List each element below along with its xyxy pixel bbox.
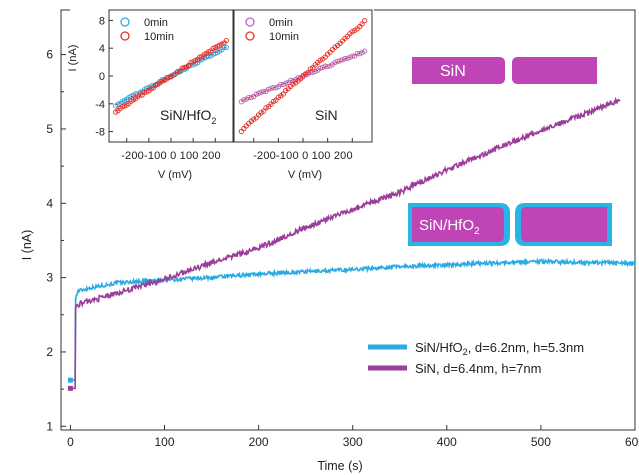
inset-legend-marker — [120, 17, 130, 27]
series-line-sin — [70, 96, 621, 390]
main-x-axis-label: Time (s) — [317, 459, 362, 473]
main-y-axis-label: I (nA) — [20, 230, 34, 261]
inset-data-point — [265, 86, 272, 92]
inset-x-tick-labels: -200-100 0 100 200 — [121, 150, 221, 162]
inset-data-point — [273, 85, 279, 91]
inset-legend-marker — [245, 17, 255, 27]
inset-legend-label: 0min — [144, 17, 168, 29]
inset-data-point — [268, 85, 274, 92]
inset2-material-label: SiN — [315, 107, 338, 123]
inset-data-point — [307, 66, 314, 72]
inset-data-point — [258, 89, 264, 95]
y-tick-label: 5 — [46, 122, 53, 136]
coated-pore-label: SiN/HfO2 — [419, 217, 480, 237]
inset2-frame — [233, 9, 373, 143]
series-start-marker — [67, 385, 73, 391]
inset1-background — [70, 8, 233, 155]
inset-y-tick-label: -4 — [95, 99, 105, 111]
inset-data-point — [223, 44, 230, 51]
sin-pore-schematic: SiN — [412, 57, 597, 84]
inset-legend-marker — [120, 31, 130, 41]
inset-data-point — [359, 21, 365, 27]
inset-y-tick-label: 8 — [99, 15, 105, 27]
inset2-plot: -200-100 0 100 200 0min 10min — [238, 17, 368, 162]
x-tick-label: 600 — [625, 435, 639, 449]
inset1-x-axis-label: V (mV) — [158, 169, 192, 181]
y-tick-label: 1 — [46, 419, 53, 433]
inset-data-point — [342, 56, 348, 62]
inset-y-tick-label: -8 — [95, 127, 105, 139]
inset-legend-label: 10min — [144, 31, 174, 43]
inset1-y-axis-label: I (nA) — [67, 45, 79, 72]
x-tick-label: 500 — [531, 435, 551, 449]
inset-data-point — [349, 53, 355, 59]
inset1-frame — [108, 9, 234, 143]
inset-data-point — [246, 94, 252, 101]
inset-data-point — [270, 84, 277, 91]
inset-data-point — [223, 37, 230, 44]
legend-label-sin-hfo2: SiN/HfO2, d=6.2nm, h=5.3nm — [415, 340, 584, 357]
y-tick-label: 3 — [46, 271, 53, 285]
main-series-group — [67, 96, 636, 391]
inset-data-point — [339, 57, 346, 63]
inset-legend-label: 0min — [269, 17, 293, 29]
coated-pore-right-core — [521, 207, 607, 242]
sin-pore-right-block — [512, 57, 597, 84]
inset-data-point — [347, 54, 353, 60]
sin-pore-left-block — [412, 57, 505, 84]
inset-fit-line — [241, 50, 365, 102]
inset-fit-line — [115, 40, 227, 112]
coated-pore-left-core — [412, 207, 504, 242]
inset-x-tick-labels: -200-100 0 100 200 — [253, 150, 353, 162]
main-axes: 0 100 200 300 400 500 600 1 2 3 4 5 6 — [46, 48, 639, 449]
inset-data-point — [317, 65, 323, 71]
inset-data-point — [297, 76, 304, 82]
inset-data-point — [278, 81, 284, 88]
inset1-plot: -8 -4 0 4 8 -200-100 0 100 200 0min 10min — [95, 15, 230, 162]
x-tick-label: 200 — [249, 435, 269, 449]
inset-y-tick-label: 0 — [99, 71, 105, 83]
legend-label-sin: SiN, d=6.4nm, h=7nm — [415, 361, 541, 376]
inset-data-point — [181, 64, 187, 71]
inset-data-point — [361, 18, 368, 24]
series-start-marker — [67, 377, 73, 383]
inset-data-point — [312, 68, 318, 75]
y-tick-label: 6 — [46, 48, 53, 62]
coated-pore-schematic: SiN/HfO2 — [408, 203, 612, 246]
x-tick-label: 300 — [343, 435, 363, 449]
inset-data-point — [174, 69, 181, 75]
inset-data-point — [288, 77, 294, 83]
inset-data-point — [320, 64, 326, 71]
inset1-material-label: SiN/HfO2 — [160, 107, 216, 126]
sin-pore-label: SiN — [440, 63, 466, 80]
inset-data-point — [290, 81, 296, 87]
x-tick-label: 100 — [154, 435, 174, 449]
inset-data-point — [241, 97, 247, 103]
inset-data-point — [283, 80, 289, 86]
main-legend: SiN/HfO2, d=6.2nm, h=5.3nm SiN, d=6.4nm,… — [368, 340, 584, 376]
inset-data-point — [324, 63, 331, 70]
inset-data-point — [141, 89, 148, 96]
inset-data-point — [137, 92, 143, 98]
series-line-sin-hfo2 — [70, 257, 636, 381]
x-tick-label: 400 — [437, 435, 457, 449]
x-tick-label: 0 — [67, 435, 74, 449]
inset-data-point — [361, 48, 368, 54]
inset-fit-line — [241, 21, 365, 131]
y-tick-label: 2 — [46, 345, 53, 359]
inset-legend-marker — [245, 31, 255, 41]
inset-legend-label: 10min — [269, 31, 299, 43]
inset-data-point — [307, 69, 314, 75]
inset2-x-axis-label: V (mV) — [288, 169, 322, 181]
y-tick-label: 4 — [46, 196, 53, 210]
inset-data-point — [337, 58, 343, 64]
inset-data-point — [280, 91, 286, 97]
inset-data-point — [270, 98, 277, 105]
inset-data-point — [255, 90, 262, 96]
inset-y-tick-label: 4 — [99, 43, 105, 55]
inset-data-point — [305, 69, 311, 76]
